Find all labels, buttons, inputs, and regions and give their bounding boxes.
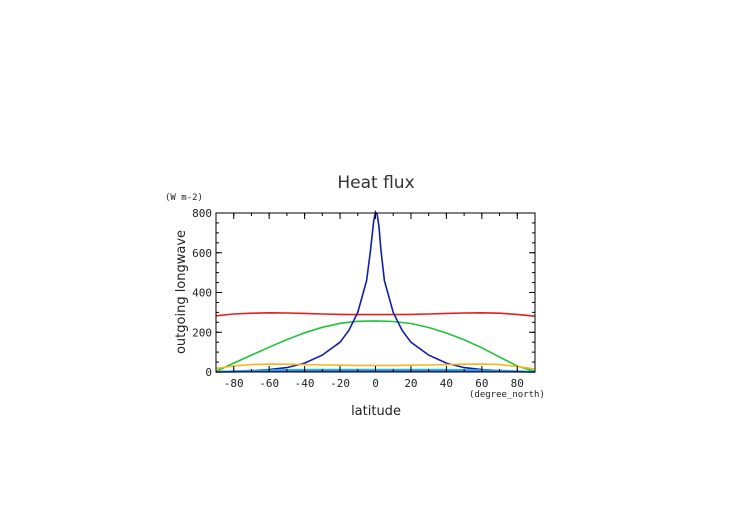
x-tick-label: -40 [295,377,315,390]
y-tick-label: 800 [192,207,212,220]
y-axis-label: outgoing longwave [174,230,189,354]
y-tick-label: 0 [205,366,212,379]
x-tick-label: -20 [330,377,350,390]
y-tick-label: 600 [192,247,212,260]
x-axis-label: latitude [351,404,401,419]
y-tick-label: 400 [192,287,212,300]
plot-frame [215,212,536,373]
series-line-1 [215,311,536,317]
x-tick-label: 20 [404,377,417,390]
x-tick-label: 40 [440,377,453,390]
series-layer [215,209,536,373]
y-axis-unit: (W m-2) [165,193,203,203]
x-tick-label: -60 [259,377,279,390]
x-axis-unit: (degree_north) [469,390,545,400]
y-tick-label: 200 [192,326,212,339]
chart-title: Heat flux [337,173,414,193]
x-tick-label: 0 [372,377,379,390]
series-line-3 [215,209,536,373]
x-tick-label: -80 [224,377,244,390]
series-line-4 [215,363,536,370]
x-tick-label: 80 [511,377,524,390]
x-tick-label: 60 [475,377,488,390]
series-line-2 [215,320,536,373]
